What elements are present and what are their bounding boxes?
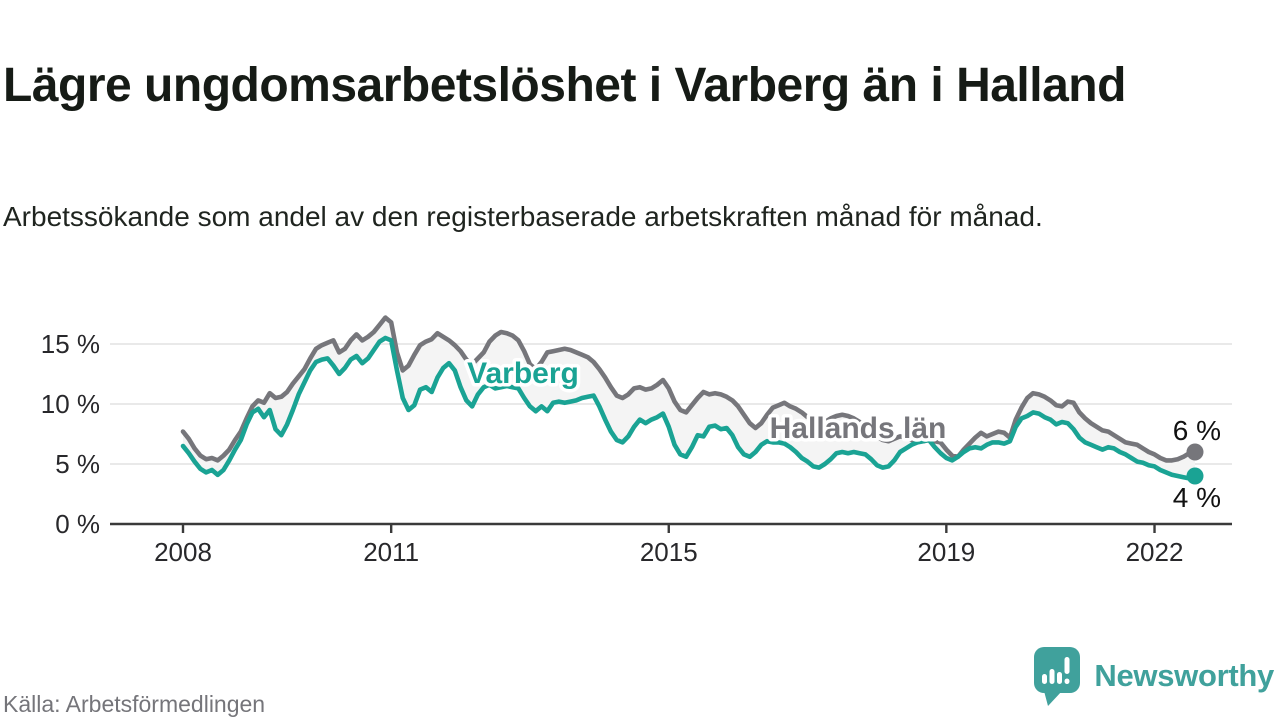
axis-tick-labels: 2008 2011 2015 2019 2022 0 % 5 % 10 % 15 % xyxy=(41,329,1184,567)
end-dot-1 xyxy=(1186,467,1204,485)
source-attribution: Källa: Arbetsförmedlingen xyxy=(3,691,266,717)
x-tick-label: 2015 xyxy=(640,537,698,567)
x-tick-label: 2011 xyxy=(363,537,419,567)
end-dot-0 xyxy=(1186,443,1204,461)
page-title: Lägre ungdomsarbetslöshet i Varberg än i… xyxy=(3,59,1126,113)
x-tick-label: 2008 xyxy=(154,537,212,567)
series-end-dots xyxy=(1186,443,1204,485)
y-tick-label: 5 % xyxy=(55,449,100,479)
chart-subtitle: Arbetssökande som andel av den registerb… xyxy=(3,201,1043,232)
series-line-0 xyxy=(180,315,1198,463)
x-tick-label: 2019 xyxy=(917,537,975,567)
y-tick-label: 0 % xyxy=(55,509,100,539)
end-value-label-varberg: 4 % xyxy=(1173,482,1221,513)
newsworthy-logo: Newsworthy xyxy=(1030,645,1274,707)
logo-bar-chart-glyph xyxy=(1042,657,1070,684)
series-label-varberg: Varberg xyxy=(467,357,579,390)
series-lines xyxy=(180,315,1198,481)
line-chart: 2008 2011 2015 2019 2022 0 % 5 % 10 % 15 % Varbe… xyxy=(0,270,1280,600)
series-line-1 xyxy=(180,335,1198,481)
band-polygon xyxy=(183,317,1195,479)
x-tick-label: 2022 xyxy=(1126,537,1184,567)
y-tick-label: 10 % xyxy=(41,389,100,419)
y-tick-label: 15 % xyxy=(41,329,100,359)
series-label-hallands-lan: Hallands län xyxy=(770,412,947,445)
end-value-label-hallands-lan: 6 % xyxy=(1173,415,1221,446)
chart-canvas: 2008 2011 2015 2019 2022 0 % 5 % 10 % 15 % Varbe… xyxy=(41,315,1232,567)
newsworthy-wordmark: Newsworthy xyxy=(1094,658,1274,693)
x-axis xyxy=(110,522,1232,533)
between-series-band xyxy=(183,317,1195,479)
newsworthy-logo-icon xyxy=(1034,647,1081,706)
